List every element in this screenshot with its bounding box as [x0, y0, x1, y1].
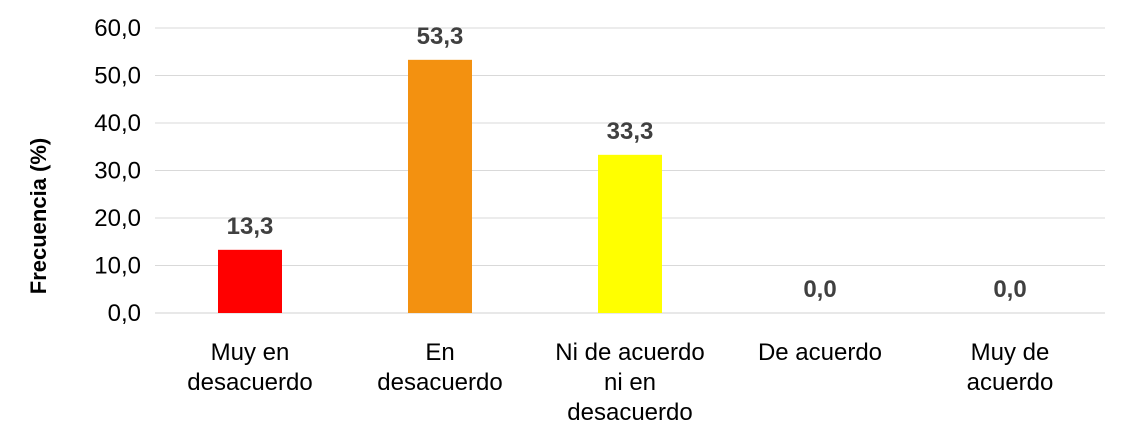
category-label: Ni de acuerdo ni en desacuerdo	[555, 339, 704, 426]
y-tick-label: 0,0	[108, 300, 141, 327]
data-labels: 13,3 53,3 33,3 0,0 0,0	[227, 23, 1027, 303]
x-axis-categories: Muy en desacuerdo En desacuerdo Ni de acuerd…	[187, 339, 1053, 426]
y-tick-label: 20,0	[94, 205, 141, 232]
y-tick-label: 30,0	[94, 158, 141, 185]
y-tick-label: 10,0	[94, 253, 141, 280]
data-label: 0,0	[803, 276, 836, 303]
data-label: 13,3	[227, 213, 274, 240]
bar	[218, 249, 282, 313]
category-label: De acuerdo	[758, 339, 882, 366]
gridlines	[155, 27, 1105, 314]
y-tick-label: 40,0	[94, 110, 141, 137]
y-axis-ticks: 0,0 10,0 20,0 30,0 40,0 50,0 60,0	[94, 15, 141, 327]
bars	[218, 59, 662, 314]
category-label: En desacuerdo	[377, 339, 502, 396]
bar	[408, 59, 472, 314]
data-label: 33,3	[607, 118, 654, 145]
bar	[598, 154, 662, 313]
data-label: 53,3	[417, 23, 464, 50]
data-label: 0,0	[993, 276, 1026, 303]
y-tick-label: 50,0	[94, 63, 141, 90]
y-tick-label: 60,0	[94, 15, 141, 42]
category-label: Muy de acuerdo	[967, 339, 1054, 396]
y-axis-title: Frecuencia (%)	[26, 138, 51, 295]
category-label: Muy en desacuerdo	[187, 339, 312, 396]
